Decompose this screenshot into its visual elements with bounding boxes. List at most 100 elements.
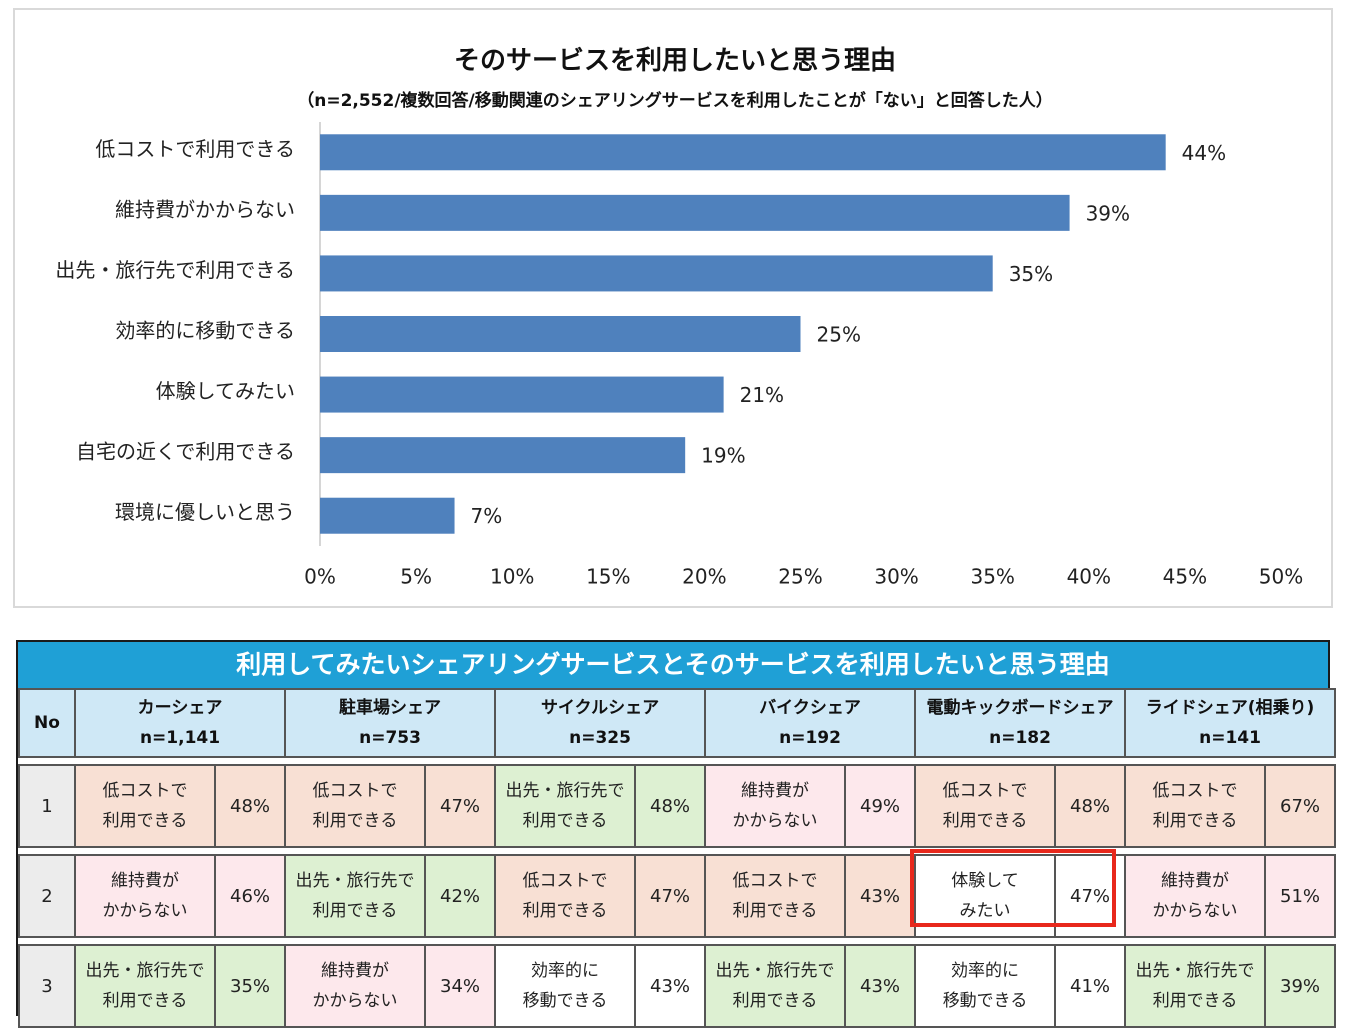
x-tick-label: 0% — [304, 565, 336, 589]
category-label: 低コストで利用できる — [95, 137, 295, 161]
chart-subtitle: （n=2,552/複数回答/移動関連のシェアリングサービスを利用したことが「ない… — [297, 91, 1053, 111]
reason-cell: 維持費が かからない — [284, 944, 427, 1028]
reason-line: 出先・旅行先で — [295, 871, 415, 891]
reason-line: 出先・旅行先で — [85, 961, 205, 981]
reason-cell: 出先・旅行先で 利用できる — [284, 854, 427, 938]
x-tick-label: 15% — [586, 565, 630, 589]
reason-line: 体験して — [951, 871, 1019, 891]
x-tick-label: 5% — [400, 565, 432, 589]
row-gap — [19, 757, 1336, 765]
reason-cell: 低コストで利用できる — [914, 764, 1057, 848]
reason-line: かからない — [312, 991, 398, 1011]
x-tick-label: 10% — [490, 565, 534, 589]
reason-percent: 51% — [1264, 854, 1337, 938]
reason-cell: 低コストで利用できる — [74, 764, 216, 848]
reason-line: 低コストで — [312, 781, 398, 801]
reason-line: 利用できる — [102, 811, 188, 831]
reason-line: 移動できる — [522, 991, 608, 1011]
bar — [320, 316, 801, 352]
reason-cell: 低コストで利用できる — [284, 764, 427, 848]
reason-line: 利用できる — [942, 811, 1028, 831]
reason-line: 利用できる — [1152, 811, 1238, 831]
column-name: サイクルシェア — [540, 698, 660, 718]
category-label: 効率的に移動できる — [115, 319, 295, 343]
column-n: n=325 — [569, 728, 631, 748]
data-label: 7% — [471, 504, 503, 528]
ranking-table-panel: 利用してみたいシェアリングサービスとそのサービスを利用したいと思う理由 No カ… — [16, 640, 1337, 1028]
x-tick-label: 20% — [682, 565, 726, 589]
column-n: n=753 — [359, 728, 421, 748]
reason-line: 維持費が — [1161, 871, 1230, 891]
data-label: 25% — [817, 323, 861, 347]
category-label: 体験してみたい — [156, 379, 295, 403]
reason-line: 出先・旅行先で — [1135, 961, 1255, 981]
reason-line: みたい — [959, 901, 1011, 921]
reason-cell: 維持費が かからない — [74, 854, 216, 938]
row-gap-cell — [19, 847, 1336, 855]
reason-percent: 43% — [634, 944, 707, 1028]
reason-line: 移動できる — [942, 991, 1028, 1011]
x-tick-label: 25% — [778, 565, 822, 589]
row-gap — [19, 847, 1336, 855]
reason-cell: 出先・旅行先で 利用できる — [74, 944, 216, 1028]
reason-line: 利用できる — [312, 811, 398, 831]
reason-line: 利用できる — [102, 991, 188, 1011]
reason-percent: 39% — [1264, 944, 1337, 1028]
bar — [320, 255, 993, 292]
reason-percent: 43% — [844, 944, 917, 1028]
reason-line: 低コストで — [942, 781, 1028, 801]
category-label: 維持費がかからない — [115, 197, 295, 221]
reason-line: 低コストで — [522, 871, 608, 891]
reason-line: 維持費が — [111, 871, 179, 891]
x-tick-label: 40% — [1067, 565, 1111, 589]
reason-line: 利用できる — [522, 811, 608, 831]
reason-percent: 47% — [424, 764, 497, 848]
column-name: バイクシェア — [759, 698, 861, 718]
reason-line: 効率的に — [951, 961, 1020, 981]
reason-line: 利用できる — [522, 901, 608, 921]
reason-line: 維持費が — [741, 781, 810, 801]
reason-line: かからない — [732, 811, 818, 831]
chart-title: そのサービスを利用したいと思う理由 — [453, 46, 896, 76]
reason-cell: 維持費が かからない — [1124, 854, 1267, 938]
x-tick-label: 35% — [970, 565, 1014, 589]
reason-percent: 48% — [1054, 764, 1127, 848]
data-label: 19% — [701, 444, 745, 468]
row-gap-cell — [19, 757, 1336, 765]
reason-line: 利用できる — [732, 991, 818, 1011]
bar-chart-panel: そのサービスを利用したいと思う理由 （n=2,552/複数回答/移動関連のシェア… — [13, 8, 1333, 608]
category-label: 環境に優しいと思う — [115, 500, 295, 524]
reason-cell: 低コストで利用できる — [1124, 764, 1267, 848]
reason-line: かからない — [1152, 901, 1238, 921]
table-row: 2 維持費が かからない 46% 出先・旅行先で 利用できる 42% 低コストで 利用できる 47… — [18, 854, 1337, 938]
row-gap-cell — [19, 937, 1336, 945]
column-header: バイクシェア n=192 — [704, 688, 917, 758]
x-tick-label: 30% — [874, 565, 918, 589]
reason-percent: 48% — [634, 764, 707, 848]
table-title: 利用してみたいシェアリングサービスとそのサービスを利用したいと思う理由 — [18, 642, 1328, 688]
table-row: 1 低コストで 利用できる 48% 低コストで 利用できる 47% 出先・旅行先で 利用できる 4… — [18, 764, 1337, 848]
reason-line: 低コストで — [1152, 781, 1238, 801]
column-header: 駐車場シェア n=753 — [284, 688, 497, 758]
column-header: カーシェア n=1,141 — [73, 688, 287, 758]
table-body: 1 低コストで 利用できる 48% 低コストで 利用できる 47% 出先・旅行先で 利用できる 4… — [18, 757, 1337, 1028]
reason-percent: 35% — [213, 944, 287, 1028]
reason-percent: 48% — [213, 764, 287, 848]
reason-line: 出先・旅行先で — [715, 961, 835, 981]
bar — [320, 497, 455, 534]
reason-cell: 効率的に 移動できる — [914, 944, 1057, 1028]
reason-cell: 出先・旅行先で 利用できる — [704, 944, 847, 1028]
reason-line: 低コストで — [102, 781, 188, 801]
reason-line: 出先・旅行先で — [505, 781, 625, 801]
bar — [320, 134, 1166, 171]
reason-percent: 43% — [844, 854, 917, 938]
reason-cell: 低コストで利用できる — [494, 854, 637, 938]
data-label: 21% — [740, 383, 784, 407]
column-n: n=192 — [779, 728, 841, 748]
reason-line: かからない — [102, 901, 188, 921]
rank-number: 1 — [18, 764, 76, 848]
reason-line: 利用できる — [312, 901, 398, 921]
reason-cell: 効率的に 移動できる — [494, 944, 637, 1028]
reason-line: 維持費が — [321, 961, 390, 981]
reason-percent: 49% — [844, 764, 917, 848]
